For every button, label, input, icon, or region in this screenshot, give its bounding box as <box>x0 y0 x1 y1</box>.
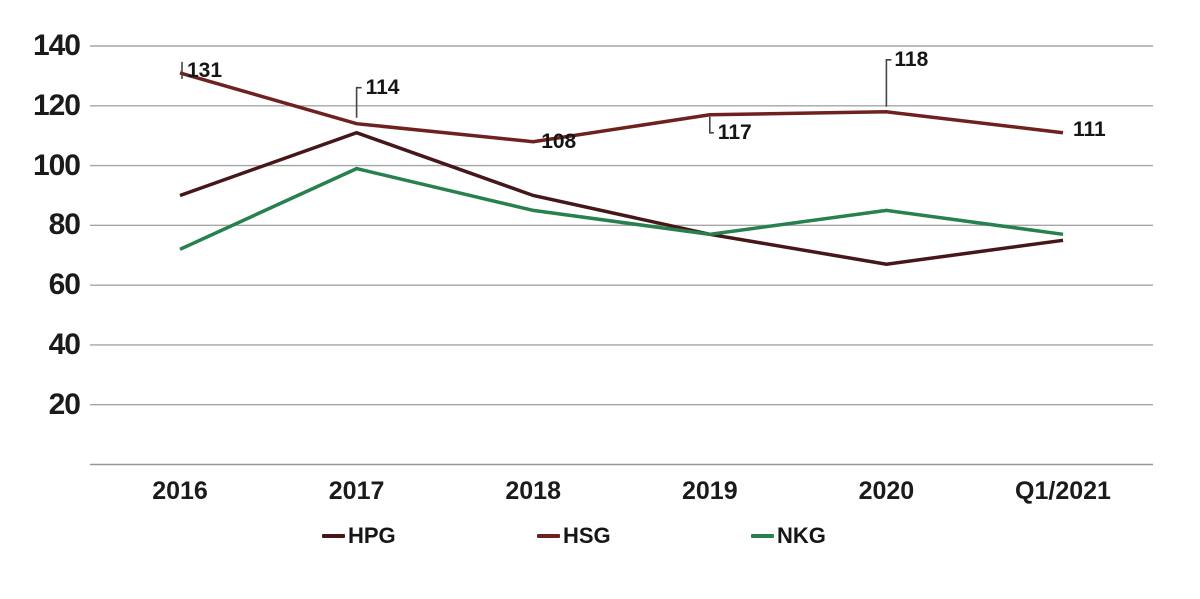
y-tick-label: 40 <box>48 327 81 361</box>
data-label: 114 <box>365 75 400 99</box>
x-tick-label: 2017 <box>328 477 385 505</box>
legend-label: NKG <box>777 523 826 548</box>
legend-swatch-icon <box>751 534 774 538</box>
label-leader-line <box>355 86 362 118</box>
data-label: 118 <box>894 47 929 71</box>
data-label: 108 <box>541 129 577 153</box>
legend-item-hpg: HPG <box>322 523 396 549</box>
legend-item-nkg: NKG <box>751 523 826 549</box>
x-tick-label: 2018 <box>505 477 561 505</box>
x-tick-label: 2016 <box>152 477 208 505</box>
x-tick-label: 2020 <box>858 477 915 505</box>
series-line-hsg <box>179 71 1064 144</box>
data-label: 131 <box>187 58 223 82</box>
label-leader-line <box>885 58 892 107</box>
legend-label: HPG <box>348 523 396 548</box>
y-tick-label: 60 <box>48 268 81 302</box>
x-tick-label: 2019 <box>681 477 738 505</box>
legend-swatch-icon <box>322 534 345 538</box>
series-line-nkg <box>179 166 1064 251</box>
legend-label: HSG <box>563 523 611 548</box>
y-tick-label: 80 <box>48 208 81 242</box>
x-tick-label: Q1/2021 <box>1015 477 1111 505</box>
legend-swatch-icon <box>537 534 560 538</box>
y-tick-label: 20 <box>48 387 81 421</box>
y-tick-label: 140 <box>32 28 81 62</box>
legend-item-hsg: HSG <box>537 523 611 549</box>
data-label: 111 <box>1073 117 1106 141</box>
label-leader-line <box>708 116 714 134</box>
y-tick-label: 100 <box>32 148 81 182</box>
series-line-hpg <box>179 130 1064 266</box>
y-tick-label: 120 <box>32 88 81 122</box>
data-label: 117 <box>717 120 752 144</box>
